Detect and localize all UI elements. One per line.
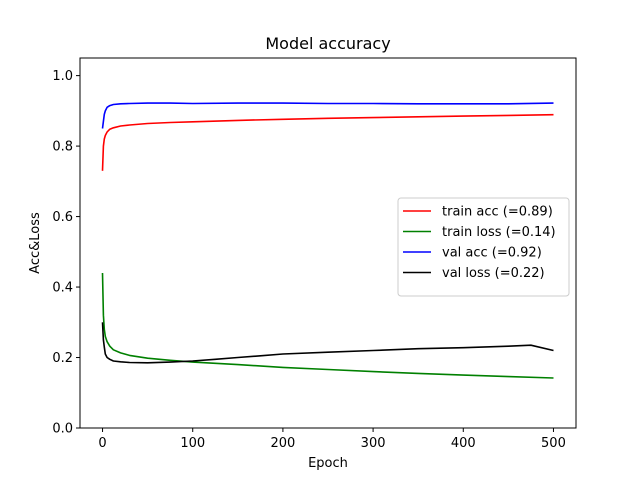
x-tick-label: 200 xyxy=(270,436,295,451)
y-tick-label: 0.0 xyxy=(52,422,73,437)
y-tick-label: 0.4 xyxy=(52,281,73,296)
legend: train acc (=0.89) train loss (=0.14) val a… xyxy=(397,197,570,297)
y-axis-label: Acc&Loss xyxy=(28,212,43,274)
x-tick-label: 100 xyxy=(180,436,205,451)
x-tick-label: 500 xyxy=(541,436,566,451)
legend-box xyxy=(397,197,570,297)
legend-entry-label: train loss (=0.14) xyxy=(442,225,556,240)
x-tick-label: 400 xyxy=(451,436,476,451)
plot-lines xyxy=(101,102,554,379)
legend-entry-label: val acc (=0.92) xyxy=(442,246,542,261)
series-line-2 xyxy=(101,102,554,129)
y-tick-label: 0.6 xyxy=(52,210,73,225)
y-tick-label: 0.8 xyxy=(52,140,73,155)
x-axis-label: Epoch xyxy=(308,456,348,471)
y-tick-label: 0.2 xyxy=(52,351,73,366)
y-tick-label: 1.0 xyxy=(52,69,73,84)
series-line-1 xyxy=(101,272,554,379)
chart-title: Model accuracy xyxy=(265,34,390,53)
x-tick-label: 300 xyxy=(361,436,386,451)
series-line-3 xyxy=(101,322,554,364)
plot-frame xyxy=(79,57,577,429)
legend-entry-label: train acc (=0.89) xyxy=(442,205,553,220)
x-tick-label: 0 xyxy=(98,436,106,451)
series-line-0 xyxy=(101,113,554,171)
x-axis: 0 100 200 300 400 500 xyxy=(98,428,566,451)
y-axis: 0.0 0.2 0.4 0.6 0.8 1.0 xyxy=(52,69,80,437)
legend-entry-label: val loss (=0.22) xyxy=(442,266,545,281)
